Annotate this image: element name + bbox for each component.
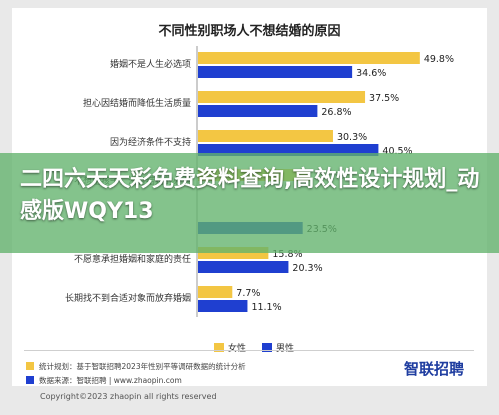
category-label: 长期找不到合适对象而放弃婚姻 <box>65 292 191 304</box>
data-label: 20.3% <box>292 263 322 274</box>
data-label: 34.6% <box>356 68 386 79</box>
category-label: 担心因结婚而降低生活质量 <box>83 97 191 109</box>
bar-female <box>198 130 333 142</box>
bar-male <box>198 105 318 117</box>
note-method-text: 统计规划：基于智联招聘2023年性别平等调研数据的统计分析 <box>39 362 246 371</box>
data-label: 37.5% <box>369 93 399 104</box>
note-marker-yellow <box>26 362 34 370</box>
note-source-text: 数据来源：智联招聘 | www.zhaopin.com <box>39 376 182 385</box>
note-marker-blue <box>26 376 34 384</box>
legend-swatch-male <box>262 343 273 352</box>
source-notes: 统计规划：基于智联招聘2023年性别平等调研数据的统计分析 数据来源：智联招聘 … <box>26 360 246 388</box>
data-label: 15.8% <box>272 249 302 260</box>
legend-swatch-female <box>214 343 224 352</box>
data-label: 30.3% <box>337 132 367 143</box>
data-label: 26.8% <box>321 107 351 118</box>
legend-label-female: 女性 <box>228 344 247 354</box>
note-method: 统计规划：基于智联招聘2023年性别平等调研数据的统计分析 <box>26 360 246 374</box>
bar-male <box>198 66 353 78</box>
legend-label-male: 男性 <box>276 344 295 354</box>
bar-female <box>198 91 366 103</box>
legend: 女性 男性 <box>214 341 294 354</box>
data-label: 49.8% <box>424 54 454 65</box>
data-label: 11.1% <box>251 302 281 313</box>
legend-item-female: 女性 <box>214 341 246 354</box>
overlay-banner <box>0 153 499 253</box>
data-label: 7.7% <box>236 288 260 299</box>
overlay-banner-text: 二四六天天彩免费资料查询,高效性设计规划_动感版WQY13 <box>20 167 480 224</box>
bar-male <box>198 261 289 273</box>
footer-divider <box>24 350 474 351</box>
category-label: 不愿意承担婚姻和家庭的责任 <box>74 253 191 265</box>
legend-item-male: 男性 <box>262 341 294 354</box>
bar-male <box>198 300 248 312</box>
category-label: 因为经济条件不支持 <box>110 136 191 148</box>
category-label: 婚姻不是人生必选项 <box>110 58 191 70</box>
bar-female <box>198 52 420 64</box>
bar-female <box>198 286 233 298</box>
brand-logo: 智联招聘 <box>404 360 465 378</box>
data-label: 40.5% <box>382 146 412 157</box>
note-source: 数据来源：智联招聘 | www.zhaopin.com <box>26 374 246 388</box>
chart-title: 不同性别职场人不想结婚的原因 <box>158 24 341 39</box>
copyright-text: Copyright©2023 zhaopin all rights reserv… <box>40 392 217 401</box>
